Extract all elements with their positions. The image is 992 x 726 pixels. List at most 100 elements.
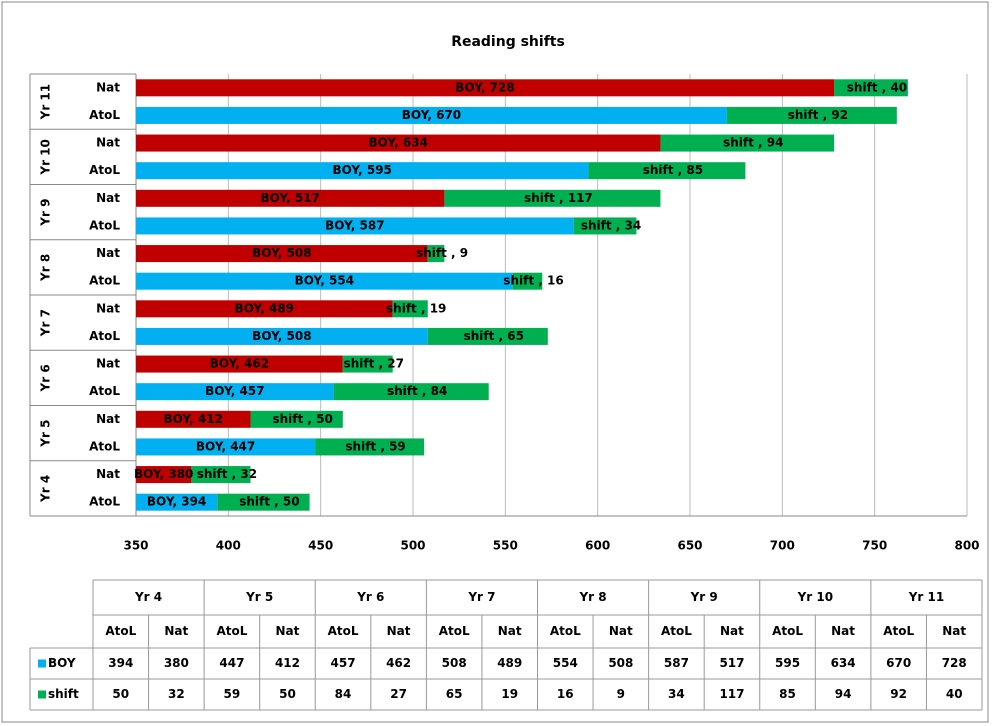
table-header: Yr 9 xyxy=(690,590,718,604)
data-label: BOY, 412 xyxy=(164,412,223,426)
x-tick-label: 400 xyxy=(216,539,241,553)
data-label: shift , 50 xyxy=(239,495,299,509)
table-header: Yr 4 xyxy=(134,590,162,604)
table-header: AtoL xyxy=(772,624,803,638)
y-tick-label: AtoL xyxy=(89,163,120,177)
table-header: Nat xyxy=(831,624,855,638)
y-tick-label: AtoL xyxy=(89,329,120,343)
y-tick-label: Nat xyxy=(96,301,120,315)
y-tick-label: AtoL xyxy=(89,274,120,288)
y-tick-label: Nat xyxy=(96,467,120,481)
bar xyxy=(315,438,425,456)
data-label: BOY, 595 xyxy=(333,163,392,177)
group-label: Yr 7 xyxy=(39,309,53,337)
y-tick-label: Nat xyxy=(96,80,120,94)
x-tick-label: 700 xyxy=(770,539,795,553)
data-label: BOY, 728 xyxy=(455,80,514,94)
bar xyxy=(136,245,428,263)
bar xyxy=(573,217,637,235)
data-label: BOY, 587 xyxy=(325,218,384,232)
x-tick-label: 600 xyxy=(585,539,610,553)
y-tick-label: AtoL xyxy=(89,108,120,122)
data-label: shift , 34 xyxy=(581,218,641,232)
bar xyxy=(136,355,343,373)
table-header: Nat xyxy=(498,624,522,638)
bar xyxy=(250,410,343,428)
x-tick-label: 350 xyxy=(123,539,148,553)
bar xyxy=(136,466,192,484)
table-cell: 32 xyxy=(168,687,185,701)
data-label: BOY, 670 xyxy=(402,108,461,122)
data-label: BOY, 380 xyxy=(134,467,193,481)
bar xyxy=(660,134,835,152)
table-cell: 587 xyxy=(664,656,689,670)
table-header: Yr 5 xyxy=(245,590,273,604)
bar xyxy=(136,272,513,290)
legend-label: shift xyxy=(48,687,79,701)
data-label: BOY, 394 xyxy=(147,495,206,509)
table-header: AtoL xyxy=(105,624,136,638)
data-label: BOY, 508 xyxy=(252,329,311,343)
data-label: shift , 40 xyxy=(847,80,907,94)
legend-label: BOY xyxy=(48,656,76,670)
y-tick-label: Nat xyxy=(96,357,120,371)
table-header: AtoL xyxy=(439,624,470,638)
x-tick-label: 450 xyxy=(308,539,333,553)
table-header: Nat xyxy=(276,624,300,638)
bar xyxy=(588,162,746,180)
table-cell: 508 xyxy=(442,656,467,670)
table-cell: 94 xyxy=(835,687,852,701)
bar xyxy=(217,493,310,511)
table-cell: 728 xyxy=(942,656,967,670)
bar xyxy=(191,466,251,484)
x-tick-label: 800 xyxy=(954,539,979,553)
table-header: Yr 10 xyxy=(797,590,833,604)
table-cell: 50 xyxy=(112,687,129,701)
bar xyxy=(512,272,543,290)
table-cell: 554 xyxy=(553,656,578,670)
table-cell: 50 xyxy=(279,687,296,701)
table-cell: 59 xyxy=(224,687,241,701)
y-tick-label: AtoL xyxy=(89,218,120,232)
x-tick-label: 650 xyxy=(677,539,702,553)
bar xyxy=(392,300,428,318)
table-header: AtoL xyxy=(328,624,359,638)
bar xyxy=(136,79,835,97)
y-tick-label: Nat xyxy=(96,191,120,205)
group-label: Yr 9 xyxy=(39,199,53,227)
data-label: BOY, 457 xyxy=(205,384,264,398)
bar xyxy=(136,383,334,401)
group-label: Yr 6 xyxy=(39,364,53,392)
table-cell: 489 xyxy=(497,656,522,670)
table-header: Yr 7 xyxy=(467,590,495,604)
table-header: AtoL xyxy=(550,624,581,638)
table-header: Yr 11 xyxy=(908,590,944,604)
data-label: shift , 94 xyxy=(723,136,783,150)
data-label: shift , 32 xyxy=(197,467,257,481)
table-cell: 412 xyxy=(275,656,300,670)
bar xyxy=(136,162,589,180)
bar xyxy=(427,245,445,263)
legend-key xyxy=(38,690,46,699)
bar xyxy=(342,355,393,373)
table-cell: 634 xyxy=(831,656,856,670)
group-label: Yr 5 xyxy=(39,420,53,448)
table-cell: 85 xyxy=(779,687,796,701)
data-label: shift , 117 xyxy=(524,191,593,205)
y-tick-label: AtoL xyxy=(89,495,120,509)
table-header: Nat xyxy=(164,624,188,638)
bar xyxy=(726,106,897,124)
group-label: Yr 11 xyxy=(39,84,53,120)
y-tick-label: Nat xyxy=(96,136,120,150)
data-label: shift , 50 xyxy=(272,412,332,426)
data-label: BOY, 517 xyxy=(260,191,319,205)
table-cell: 65 xyxy=(446,687,463,701)
x-tick-label: 500 xyxy=(400,539,425,553)
data-label: shift , 92 xyxy=(788,108,848,122)
group-label: Yr 8 xyxy=(39,254,53,282)
bar xyxy=(427,327,548,345)
table-cell: 380 xyxy=(164,656,189,670)
table-cell: 19 xyxy=(501,687,518,701)
y-tick-label: Nat xyxy=(96,412,120,426)
